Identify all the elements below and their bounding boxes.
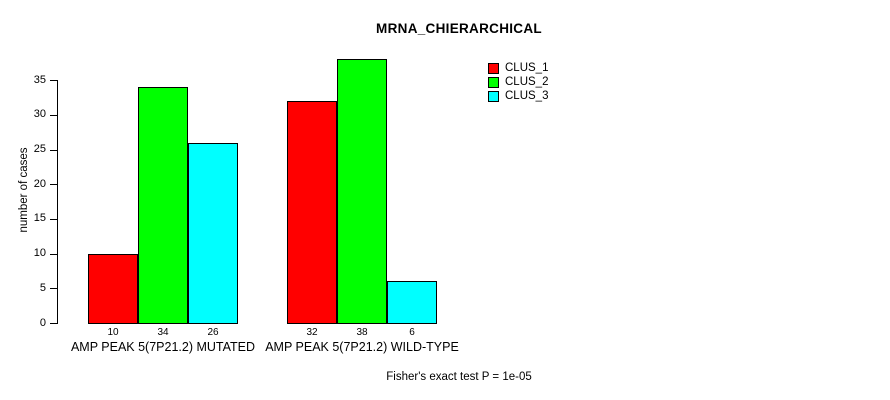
y-axis-tick — [50, 218, 57, 220]
y-axis-tick-label: 15 — [33, 212, 46, 225]
y-axis-tick-label: 0 — [39, 316, 46, 329]
y-axis-tick-label: 30 — [33, 108, 46, 121]
y-axis-tick — [50, 149, 57, 151]
bar-clus_1-wild-type — [287, 100, 337, 324]
legend-swatch-clus_2 — [488, 77, 499, 88]
y-axis-tick — [50, 323, 57, 324]
legend-label: CLUS_3 — [505, 90, 549, 102]
legend-swatch-clus_1 — [488, 63, 499, 74]
y-axis-tick-label: 35 — [33, 73, 46, 86]
fisher-test-annotation: Fisher's exact test P = 1e-05 — [386, 371, 532, 383]
y-axis-tick — [50, 253, 57, 255]
y-axis-tick — [50, 184, 57, 186]
legend-label: CLUS_1 — [505, 62, 549, 74]
y-axis-tick-label: 10 — [33, 247, 46, 260]
bar-value-label: 10 — [107, 327, 119, 338]
bar-clus_2-mutated — [138, 87, 188, 324]
y-axis-tick-label: 20 — [33, 177, 46, 190]
y-axis-line — [57, 80, 58, 324]
bar-clus_1-mutated — [88, 253, 138, 324]
y-axis-tick — [50, 114, 57, 116]
bar-value-label: 6 — [409, 327, 415, 338]
bar-value-label: 34 — [157, 327, 169, 338]
x-axis-group-label: AMP PEAK 5(7P21.2) WILD-TYPE — [265, 340, 459, 354]
y-axis-tick-label: 25 — [33, 143, 46, 155]
bar-clus_2-wild-type — [337, 59, 387, 324]
chart-title: MRNA_CHIERARCHICAL — [376, 21, 542, 36]
bar-value-label: 38 — [356, 327, 368, 338]
bar-value-label: 32 — [306, 327, 318, 338]
bar-value-label: 26 — [207, 327, 219, 338]
y-axis-tick-label: 5 — [39, 281, 46, 294]
x-axis-group-label: AMP PEAK 5(7P21.2) MUTATED — [70, 340, 256, 354]
y-axis-tick — [50, 80, 57, 82]
y-axis-tick — [50, 288, 57, 290]
bar-clus_3-mutated — [188, 142, 238, 324]
legend-swatch-clus_3 — [488, 91, 499, 102]
bar-clus_3-wild-type — [387, 281, 437, 324]
legend-label: CLUS_2 — [505, 76, 549, 88]
